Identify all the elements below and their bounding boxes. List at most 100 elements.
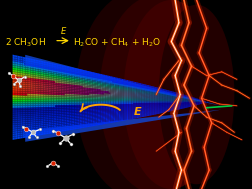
Polygon shape <box>48 123 50 125</box>
Polygon shape <box>14 118 16 121</box>
Polygon shape <box>102 82 104 83</box>
Polygon shape <box>52 84 53 86</box>
Polygon shape <box>140 99 141 100</box>
Polygon shape <box>94 95 96 97</box>
Polygon shape <box>91 91 92 92</box>
Polygon shape <box>109 112 110 114</box>
Polygon shape <box>65 124 66 126</box>
Polygon shape <box>88 110 89 112</box>
Polygon shape <box>158 89 159 90</box>
Polygon shape <box>177 107 179 108</box>
Polygon shape <box>177 96 179 97</box>
Polygon shape <box>123 92 125 93</box>
Polygon shape <box>107 77 109 78</box>
Polygon shape <box>171 98 172 99</box>
Polygon shape <box>97 94 99 95</box>
Polygon shape <box>45 129 47 131</box>
Polygon shape <box>86 78 88 79</box>
Polygon shape <box>106 108 107 109</box>
Polygon shape <box>14 68 16 70</box>
Polygon shape <box>92 79 94 80</box>
Polygon shape <box>58 120 60 122</box>
Polygon shape <box>70 118 71 119</box>
Polygon shape <box>53 122 55 124</box>
Polygon shape <box>79 111 81 112</box>
Polygon shape <box>78 108 79 109</box>
Polygon shape <box>150 110 151 111</box>
Polygon shape <box>148 87 149 88</box>
Polygon shape <box>130 91 132 93</box>
Polygon shape <box>17 114 19 116</box>
Polygon shape <box>14 125 16 127</box>
Polygon shape <box>132 99 133 100</box>
Polygon shape <box>16 72 17 74</box>
Polygon shape <box>26 88 27 90</box>
Polygon shape <box>79 88 81 90</box>
Polygon shape <box>50 105 52 107</box>
Polygon shape <box>57 105 58 107</box>
Polygon shape <box>104 78 106 80</box>
Polygon shape <box>44 94 45 96</box>
Polygon shape <box>135 82 137 83</box>
Polygon shape <box>24 114 26 116</box>
Polygon shape <box>91 101 92 102</box>
Polygon shape <box>106 121 107 123</box>
Polygon shape <box>70 75 71 77</box>
Polygon shape <box>65 77 66 79</box>
Polygon shape <box>60 85 61 87</box>
Polygon shape <box>63 94 65 95</box>
Polygon shape <box>104 86 106 87</box>
Polygon shape <box>176 108 177 109</box>
Polygon shape <box>53 97 55 98</box>
Polygon shape <box>30 84 32 86</box>
Polygon shape <box>37 111 39 113</box>
Polygon shape <box>176 106 177 107</box>
Polygon shape <box>137 93 138 94</box>
Polygon shape <box>140 109 141 110</box>
Polygon shape <box>19 60 21 62</box>
Polygon shape <box>97 81 99 83</box>
Polygon shape <box>117 93 119 94</box>
Polygon shape <box>22 126 24 128</box>
Polygon shape <box>89 120 91 121</box>
Polygon shape <box>42 129 44 131</box>
Polygon shape <box>81 87 83 89</box>
Polygon shape <box>29 102 30 104</box>
Polygon shape <box>135 98 137 99</box>
Polygon shape <box>107 120 109 121</box>
Polygon shape <box>67 84 68 86</box>
Polygon shape <box>184 99 185 100</box>
Polygon shape <box>48 107 50 109</box>
Polygon shape <box>42 111 44 113</box>
Polygon shape <box>76 105 78 106</box>
Polygon shape <box>24 57 26 59</box>
Polygon shape <box>30 72 32 74</box>
Polygon shape <box>29 100 30 101</box>
Polygon shape <box>53 95 55 97</box>
Polygon shape <box>146 111 148 112</box>
Polygon shape <box>184 96 185 97</box>
Polygon shape <box>172 92 174 93</box>
Polygon shape <box>132 82 133 83</box>
Polygon shape <box>47 104 48 105</box>
Polygon shape <box>132 104 133 105</box>
Polygon shape <box>30 100 32 101</box>
Polygon shape <box>109 81 110 82</box>
Polygon shape <box>16 85 17 87</box>
Polygon shape <box>81 124 83 125</box>
Polygon shape <box>21 122 22 124</box>
Polygon shape <box>27 112 29 114</box>
Polygon shape <box>112 100 114 101</box>
Polygon shape <box>207 102 208 103</box>
Polygon shape <box>50 126 52 128</box>
Polygon shape <box>125 100 127 101</box>
Polygon shape <box>88 77 89 78</box>
Polygon shape <box>32 69 34 71</box>
Polygon shape <box>40 124 42 126</box>
Polygon shape <box>50 66 52 68</box>
Polygon shape <box>112 112 114 114</box>
Polygon shape <box>179 100 180 101</box>
Polygon shape <box>32 72 34 74</box>
Polygon shape <box>137 117 138 118</box>
Polygon shape <box>151 106 153 107</box>
